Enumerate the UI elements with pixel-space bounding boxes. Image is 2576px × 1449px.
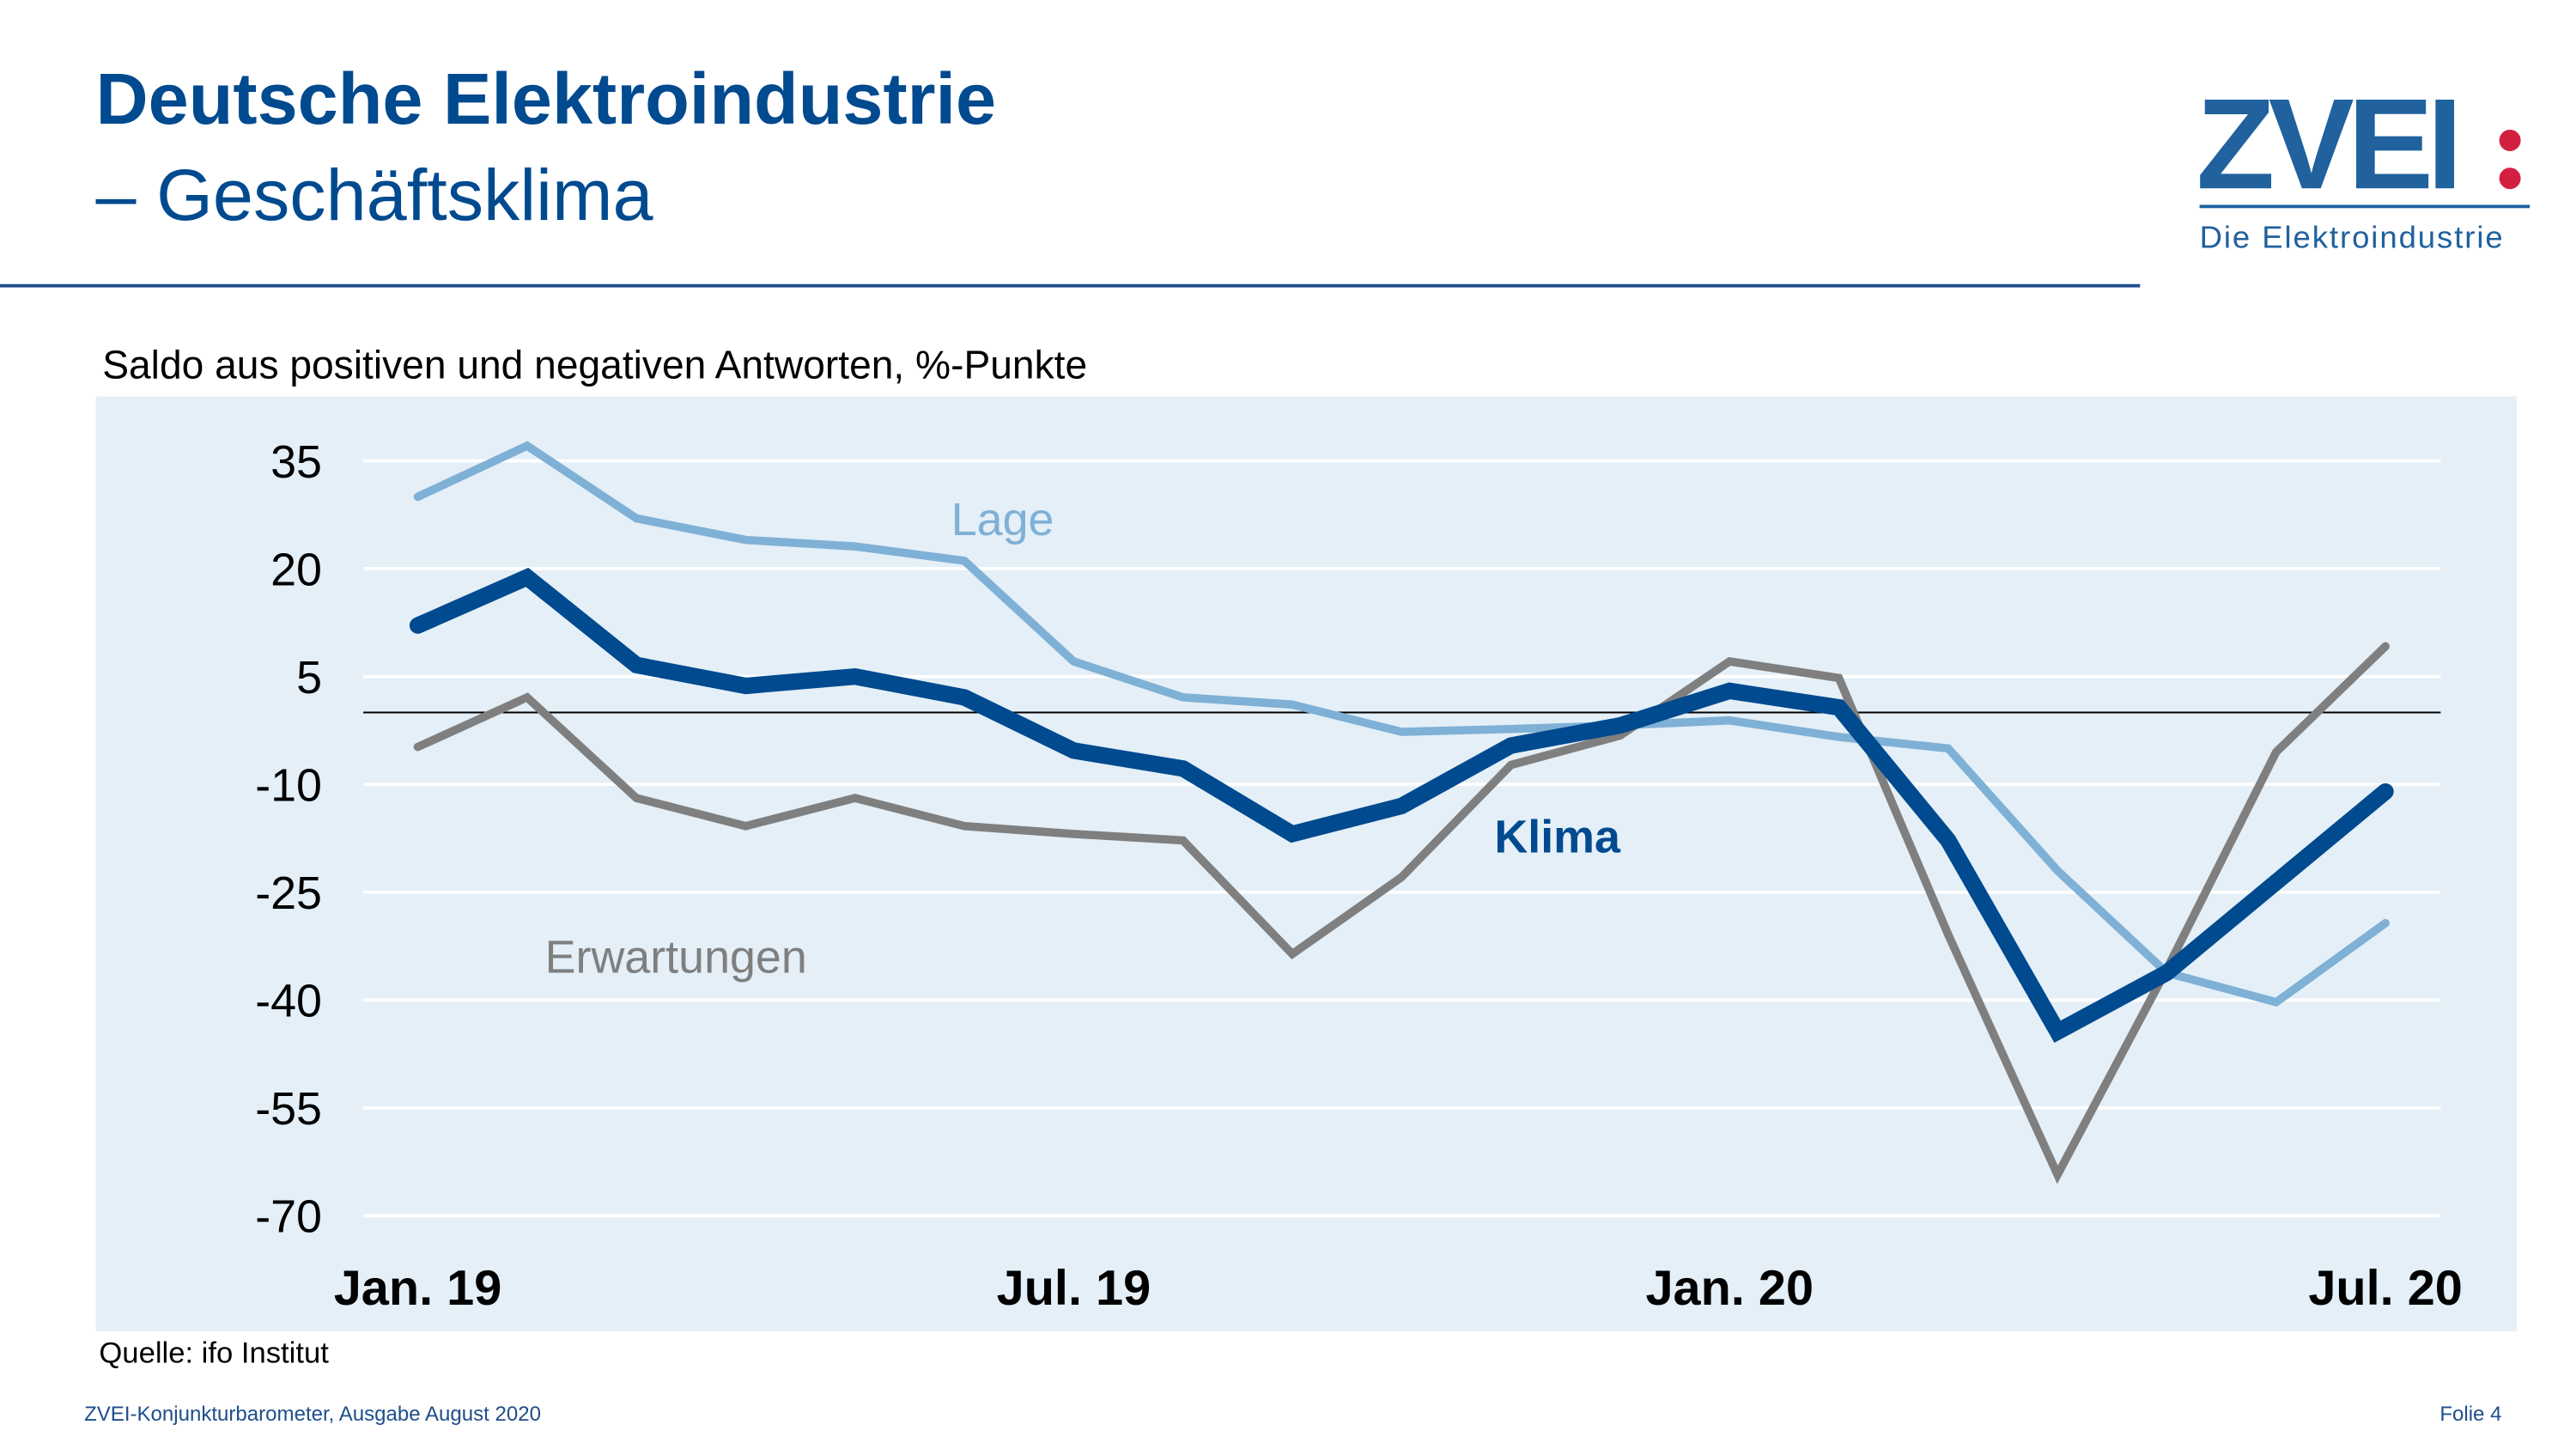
series-line-klima <box>409 567 2394 1044</box>
y-tick-label: -40 <box>255 976 322 1027</box>
series-label-erwartungen: Erwartungen <box>545 932 807 983</box>
header-divider <box>0 283 2141 288</box>
x-tick-label: Jan. 20 <box>1645 1261 1814 1316</box>
footer-left: ZVEI-Konjunkturbarometer, Ausgabe August… <box>84 1402 541 1426</box>
page-subtitle: – Geschäftsklima <box>95 155 653 237</box>
y-tick-label: 20 <box>270 544 322 595</box>
y-tick-label: 35 <box>270 436 322 488</box>
chart-subtitle: Saldo aus positiven und negativen Antwor… <box>102 344 1088 388</box>
logo-rule <box>2199 204 2530 209</box>
x-tick-label: Jul. 20 <box>2308 1261 2463 1316</box>
x-tick-label: Jan. 19 <box>334 1261 502 1316</box>
y-tick-label: -70 <box>255 1191 322 1243</box>
logo-wordmark: ZVEI <box>2196 86 2457 216</box>
series-line-lage <box>413 441 2390 1008</box>
y-tick-label: -55 <box>255 1083 322 1135</box>
zvei-logo: ZVEI Die Elektroindustrie <box>2196 86 2530 254</box>
chart-background <box>95 396 2517 1332</box>
y-tick-label: 5 <box>296 652 322 703</box>
logo-dot-top <box>2499 129 2521 151</box>
series-line-erwartungen <box>413 642 2390 1184</box>
series-label-lage: Lage <box>951 494 1054 545</box>
logo-dot-bottom <box>2499 167 2521 190</box>
logo-tagline: Die Elektroindustrie <box>2200 219 2505 254</box>
y-tick-label: -25 <box>255 868 322 919</box>
page-title: Deutsche Elektroindustrie <box>95 59 997 141</box>
slide-number: Folie 4 <box>2439 1402 2502 1426</box>
y-tick-label: -10 <box>255 759 322 811</box>
series-label-klima: Klima <box>1494 811 1621 862</box>
x-tick-label: Jul. 19 <box>997 1261 1151 1316</box>
source-note: Quelle: ifo Institut <box>99 1336 329 1370</box>
